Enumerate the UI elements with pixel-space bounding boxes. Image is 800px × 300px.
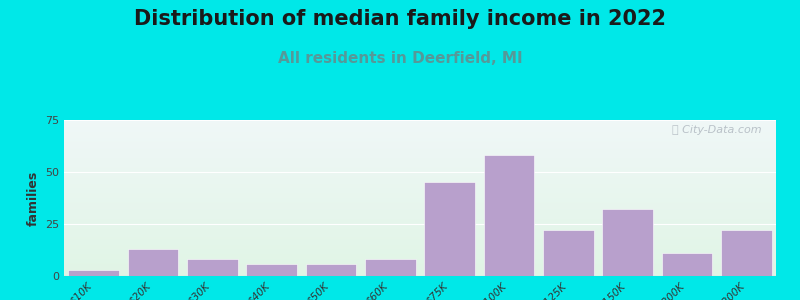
Bar bbox=[425, 182, 475, 276]
Bar bbox=[602, 209, 653, 276]
Bar bbox=[662, 253, 712, 276]
Text: Distribution of median family income in 2022: Distribution of median family income in … bbox=[134, 9, 666, 29]
Bar bbox=[721, 230, 771, 276]
Y-axis label: families: families bbox=[26, 170, 39, 226]
Bar bbox=[365, 260, 415, 276]
Bar bbox=[543, 230, 594, 276]
Bar bbox=[69, 270, 119, 276]
Bar bbox=[187, 260, 238, 276]
Bar bbox=[246, 263, 297, 276]
Bar bbox=[306, 263, 356, 276]
Text: All residents in Deerfield, MI: All residents in Deerfield, MI bbox=[278, 51, 522, 66]
Text: ⓘ City-Data.com: ⓘ City-Data.com bbox=[672, 125, 762, 135]
Bar bbox=[128, 249, 178, 276]
Bar bbox=[484, 155, 534, 276]
